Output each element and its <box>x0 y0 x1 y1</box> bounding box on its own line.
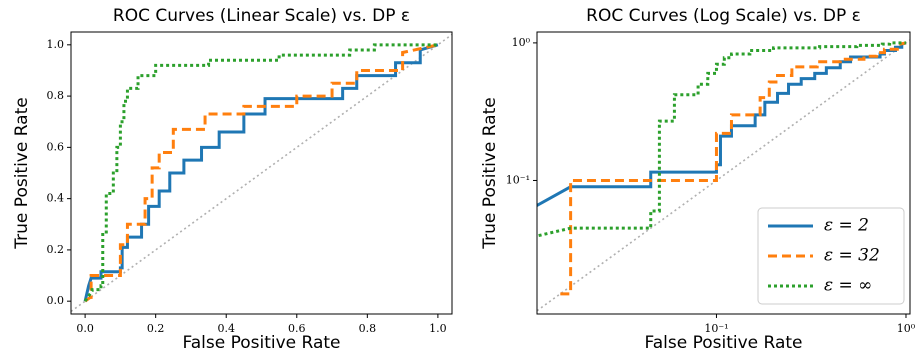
chance-line <box>71 33 452 313</box>
y-tick-label: 10⁰ <box>512 36 531 49</box>
x-tick-label: 0.4 <box>217 322 235 335</box>
legend-label: ε = 2 <box>824 216 869 236</box>
roc-curve <box>560 41 907 296</box>
legend-box <box>757 207 905 305</box>
roc-curve <box>83 43 439 302</box>
axes-frame <box>536 31 911 315</box>
y-axis-label: True Positive Rate <box>12 97 32 249</box>
x-tick-label: 10⁰ <box>897 322 916 335</box>
x-tick-label: 1.0 <box>429 322 447 335</box>
subplot: ROC Curves (Linear Scale) vs. DP ε False … <box>12 6 453 353</box>
y-tick-label: 0.2 <box>47 243 65 256</box>
legend: ε = 2 ε = 32 ε = ∞ <box>757 207 905 305</box>
axes-frame <box>70 31 453 315</box>
plot-area <box>537 39 910 312</box>
chart-title: ROC Curves (Log Scale) vs. DP ε <box>586 6 861 26</box>
y-tick-label: 10⁻¹ <box>506 173 530 186</box>
legend-label: ε = ∞ <box>824 276 872 296</box>
y-tick-label: 0.6 <box>47 140 65 153</box>
x-tick-label: 10⁻¹ <box>704 322 728 335</box>
roc-curve <box>84 43 439 303</box>
legend-label: ε = 32 <box>824 246 880 266</box>
y-axis-label: True Positive Rate <box>480 97 500 249</box>
y-tick-label: 0.4 <box>47 192 65 205</box>
x-tick-label: 0.2 <box>147 322 165 335</box>
chance-line <box>537 39 910 312</box>
y-tick-label: 0.8 <box>47 89 65 102</box>
x-axis-label: False Positive Rate <box>183 333 341 353</box>
x-tick-label: 0.6 <box>288 322 306 335</box>
chart-title: ROC Curves (Linear Scale) vs. DP ε <box>113 6 410 26</box>
roc-curve <box>83 43 438 303</box>
x-tick-label: 0.0 <box>76 322 94 335</box>
roc-curve <box>537 41 906 238</box>
y-tick-label: 0.0 <box>47 294 65 307</box>
plot-area <box>71 33 452 313</box>
subplot: ROC Curves (Log Scale) vs. DP ε False Pos… <box>480 6 916 353</box>
x-tick-label: 0.8 <box>359 322 377 335</box>
x-axis-label: False Positive Rate <box>645 333 803 353</box>
y-tick-label: 1.0 <box>47 38 65 51</box>
